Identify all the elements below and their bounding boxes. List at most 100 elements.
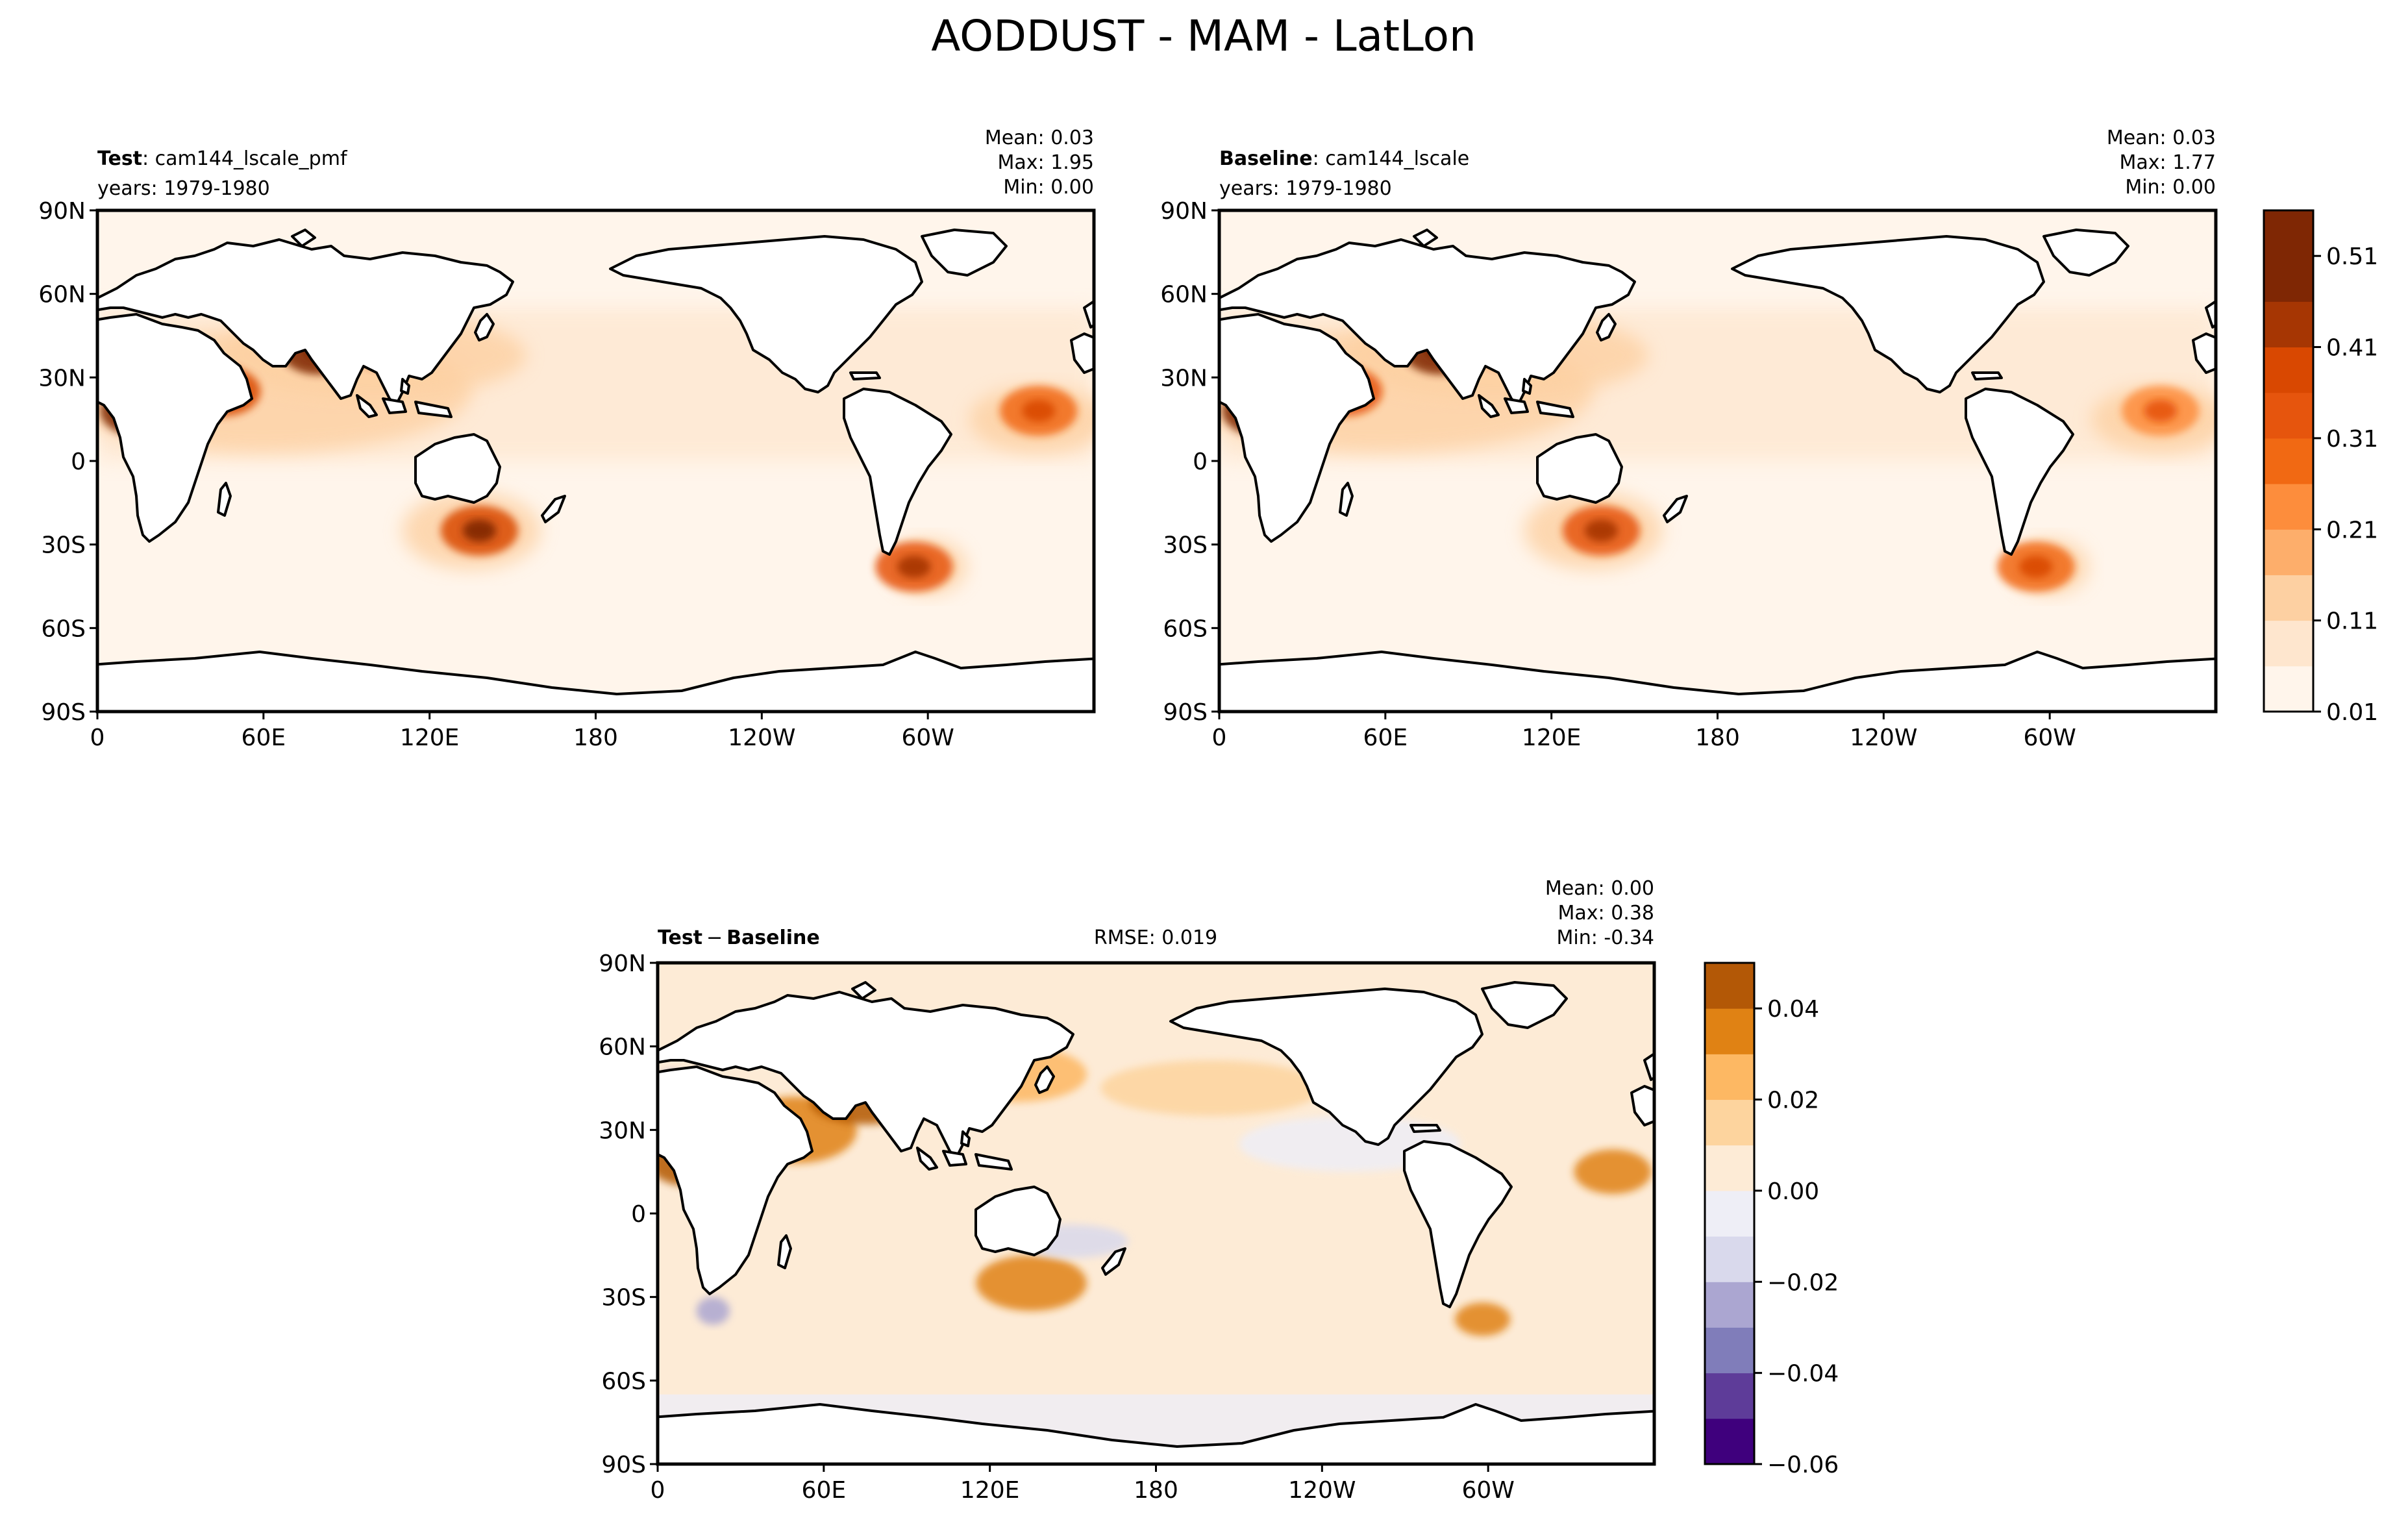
panel-baseline-max: Max: 1.77	[2120, 151, 2216, 174]
colorbar-aod-swatch	[2264, 529, 2313, 575]
lat-tick-label: 90S	[1163, 699, 1208, 726]
diff-blob	[1574, 1149, 1652, 1194]
lon-tick-label: 60E	[802, 1477, 847, 1504]
lon-tick-label: 120W	[728, 725, 795, 751]
lat-tick-label: 60S	[1163, 615, 1208, 642]
lat-tick-label: 0	[71, 449, 86, 475]
panel-test-label-bold: Test	[97, 147, 142, 170]
lat-tick-label: 60N	[1160, 282, 1208, 308]
lat-tick-label: 0	[631, 1201, 646, 1228]
colorbar-aod-swatch	[2264, 438, 2313, 484]
panel-baseline-label-rest: : cam144_lscale	[1313, 147, 1470, 170]
colorbar-diff-tick-label: −0.06	[1767, 1452, 1839, 1478]
colorbar-aod-tick-label: 0.21	[2326, 517, 2378, 543]
lat-tick-label: 30S	[1163, 532, 1208, 559]
lon-tick-label: 0	[1212, 725, 1227, 751]
diff-blob	[1100, 1060, 1322, 1116]
colorbar-diff-swatch	[1705, 1099, 1754, 1146]
lat-tick-label: 30S	[601, 1285, 646, 1311]
lon-tick-label: 0	[651, 1477, 665, 1504]
lat-tick-label: 90S	[41, 699, 86, 726]
colorbar-aod-tick-label: 0.41	[2326, 335, 2378, 362]
lat-tick-label: 0	[1193, 449, 1208, 475]
diff-blob	[976, 1255, 1087, 1311]
panel-diff-label-minus: −	[706, 926, 723, 949]
colorbar-aod-swatch	[2264, 210, 2313, 256]
colorbar-diff-swatch	[1705, 963, 1754, 1009]
lon-tick-label: 180	[1134, 1477, 1178, 1504]
panel-diff-label-baseline: Baseline	[726, 926, 820, 949]
dust-hotspot-core	[2019, 555, 2053, 578]
lat-tick-label: 30N	[1160, 365, 1208, 392]
panel-diff-min: Min: -0.34	[1557, 926, 1655, 949]
panel-test-label: Test: cam144_lscale_pmf	[97, 147, 348, 170]
colorbar-aod-ticks: 0.51 0.41 0.31 0.21 0.11 0.01	[2313, 243, 2378, 726]
panel-test-max: Max: 1.95	[998, 151, 1094, 174]
lon-tick-label: 120E	[400, 725, 459, 751]
colorbar-diff-tick-label: 0.00	[1767, 1178, 1819, 1205]
lat-tick-label: 60S	[41, 615, 86, 642]
lat-tick-label: 30N	[38, 365, 86, 392]
colorbar-diff-swatch	[1705, 1145, 1754, 1191]
colorbar-aod-frame	[2263, 209, 2315, 713]
lat-tick-label: 90N	[599, 951, 646, 977]
lon-tick-label: 0	[90, 725, 105, 751]
colorbar-diff-swatch	[1705, 1236, 1754, 1282]
panel-diff-label: Test − Baseline	[658, 926, 820, 949]
panel-test: Test: cam144_lscale_pmf years: 1979-1980…	[38, 127, 1096, 751]
colorbar-diff-tick-label: −0.04	[1767, 1361, 1839, 1387]
colorbar-aod-tick-label: 0.51	[2326, 243, 2378, 270]
colorbar-diff-tick-label: 0.02	[1767, 1088, 1819, 1114]
dust-hotspot-core	[897, 555, 931, 578]
lon-tick-label: 120E	[960, 1477, 1019, 1504]
colorbar-aod: 0.51 0.41 0.31 0.21 0.11 0.01	[2263, 209, 2378, 726]
panel-baseline-mean: Mean: 0.03	[2107, 127, 2216, 149]
colorbar-aod-tick-label: 0.11	[2326, 608, 2378, 635]
panel-test-mean: Mean: 0.03	[985, 127, 1094, 149]
panel-diff: Test − Baseline RMSE: 0.019 Mean: 0.00 Max…	[599, 877, 1656, 1504]
lat-tick-label: 60N	[599, 1034, 646, 1061]
panel-baseline-years: years: 1979-1980	[1219, 177, 1392, 200]
lat-tick-label: 60N	[38, 282, 86, 308]
colorbar-aod-swatches	[2264, 210, 2313, 712]
lon-tick-label: 120W	[1850, 725, 1917, 751]
colorbar-diff-swatch	[1705, 1190, 1754, 1237]
lat-tick-label: 60S	[601, 1368, 646, 1395]
colorbar-diff-swatch	[1705, 1282, 1754, 1328]
panel-diff-rmse: RMSE: 0.019	[1094, 926, 1217, 949]
colorbar-aod-swatch	[2264, 392, 2313, 439]
colorbar-diff-swatch	[1705, 1008, 1754, 1054]
lon-tick-label: 60W	[1461, 1477, 1514, 1504]
colorbar-diff-swatch	[1705, 1327, 1754, 1374]
panel-diff-mean: Mean: 0.00	[1545, 877, 1654, 900]
figure-title: AODDUST - MAM - LatLon	[931, 11, 1476, 61]
lon-tick-label: 120E	[1522, 725, 1581, 751]
panel-baseline-min: Min: 0.00	[2125, 176, 2216, 199]
colorbar-aod-swatch	[2264, 256, 2313, 302]
diff-blob	[696, 1297, 730, 1325]
colorbar-aod-swatch	[2264, 665, 2313, 712]
panel-baseline: Baseline: cam144_lscale years: 1979-1980…	[1160, 127, 2218, 751]
dust-hotspot-core	[1584, 519, 1618, 542]
panel-baseline-label: Baseline: cam144_lscale	[1219, 147, 1469, 170]
lon-tick-label: 120W	[1288, 1477, 1356, 1504]
lon-tick-label: 60E	[242, 725, 286, 751]
lat-tick-label: 90S	[601, 1452, 646, 1478]
colorbar-diff-swatches	[1705, 963, 1754, 1465]
lat-tick-label: 90N	[1160, 198, 1208, 225]
lon-tick-label: 60W	[2023, 725, 2076, 751]
diff-blob	[1455, 1302, 1511, 1336]
colorbar-aod-swatch	[2264, 620, 2313, 667]
panel-diff-label-test: Test	[658, 926, 702, 949]
colorbar-aod-swatch	[2264, 484, 2313, 530]
lat-tick-label: 30N	[599, 1117, 646, 1144]
panel-test-years: years: 1979-1980	[97, 177, 270, 200]
panel-diff-max: Max: 0.38	[1558, 902, 1654, 925]
panel-test-label-rest: : cam144_lscale_pmf	[142, 147, 348, 170]
colorbar-aod-tick-label: 0.01	[2326, 699, 2378, 726]
colorbar-diff: 0.04 0.02 0.00 −0.02 −0.04 −0.06	[1704, 962, 1839, 1478]
